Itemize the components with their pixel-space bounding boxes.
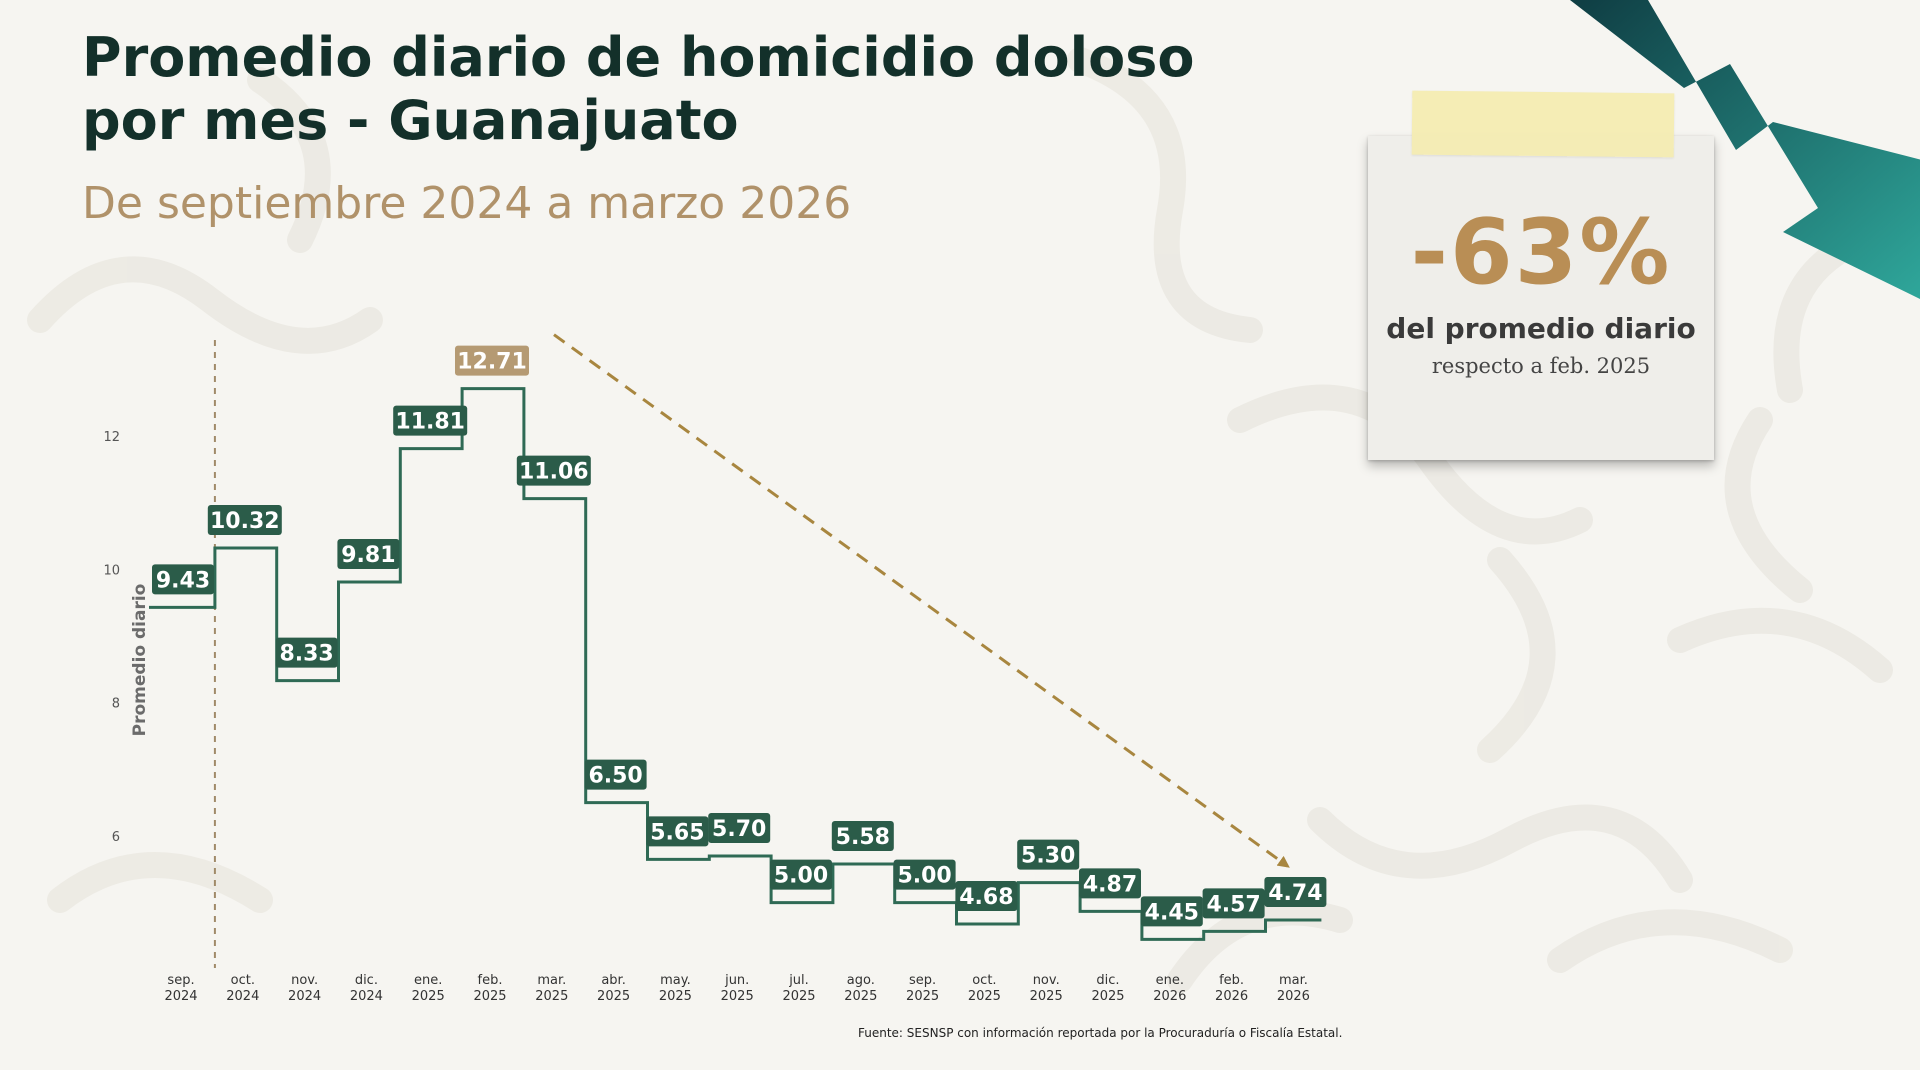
data-label: 12.71 — [455, 345, 529, 376]
data-label-text: 12.71 — [457, 350, 527, 375]
x-tick-label: oct. 2025 — [968, 973, 1001, 1004]
data-label-text: 4.87 — [1083, 872, 1137, 897]
data-label-text: 5.70 — [712, 817, 766, 842]
data-label-text: 4.68 — [959, 885, 1013, 910]
y-tick-label: 8 — [112, 697, 120, 712]
x-tick-label: may. 2025 — [659, 973, 692, 1004]
title-line-2: por mes - Guanajuato — [82, 89, 739, 152]
callout-text-main: del promedio diario — [1386, 312, 1696, 345]
data-label-box — [1017, 839, 1080, 870]
x-tick-label: jul. 2025 — [782, 973, 815, 1004]
data-label-box — [337, 539, 400, 569]
y-tick-label: 6 — [112, 830, 120, 845]
x-tick-label: sep. 2025 — [906, 973, 939, 1004]
data-label: 6.50 — [584, 759, 647, 790]
data-label-text: 5.00 — [774, 864, 828, 889]
data-label: 9.43 — [152, 564, 214, 595]
data-label: 4.74 — [1264, 877, 1327, 907]
data-label-text: 4.57 — [1206, 892, 1260, 917]
data-label: 4.57 — [1202, 888, 1265, 919]
series-step-line — [149, 387, 1322, 941]
x-tick-label: abr. 2025 — [597, 973, 630, 1004]
x-tick-label: mar. 2026 — [1277, 973, 1310, 1004]
data-label-box — [831, 821, 894, 851]
data-label-text: 5.30 — [1021, 844, 1075, 869]
data-label-text: 4.45 — [1145, 900, 1199, 925]
data-label-text: 5.58 — [836, 825, 890, 850]
data-label-box — [584, 759, 647, 790]
data-label-text: 11.06 — [519, 460, 589, 485]
data-label: 4.68 — [955, 881, 1018, 911]
data-label-text: 10.32 — [210, 509, 280, 534]
data-label-box — [1140, 896, 1203, 927]
x-tick-label: oct. 2024 — [226, 973, 259, 1004]
data-label-box — [770, 859, 832, 890]
data-label-box — [955, 881, 1018, 911]
data-label-text: 5.00 — [897, 864, 951, 889]
data-label: 11.81 — [393, 405, 468, 436]
data-label-text: 9.43 — [156, 568, 210, 593]
data-label-text: 4.74 — [1268, 881, 1322, 906]
data-label: 5.00 — [770, 859, 832, 890]
data-label-box — [893, 859, 956, 890]
data-label-box — [516, 455, 591, 486]
x-tick-label: ago. 2025 — [844, 973, 877, 1004]
data-label-box — [1202, 888, 1265, 919]
data-label-box — [1079, 868, 1141, 899]
down-arrow-icon — [1570, 0, 1920, 300]
data-label: 5.58 — [831, 821, 894, 851]
callout-percentage: -63% — [1410, 200, 1672, 305]
y-tick-label: 12 — [103, 430, 120, 445]
data-label-box — [207, 505, 282, 535]
data-label: 4.87 — [1079, 868, 1141, 899]
source-note: Fuente: SESNSP con información reportada… — [858, 1026, 1343, 1040]
data-label-box — [152, 564, 214, 595]
data-label-box — [275, 637, 338, 668]
data-label-box — [646, 816, 709, 847]
data-label-box — [455, 345, 529, 376]
data-label: 8.33 — [275, 637, 338, 668]
y-tick-label: 10 — [103, 563, 120, 578]
data-label-text: 9.81 — [341, 543, 395, 568]
data-label: 10.32 — [207, 505, 282, 535]
data-label: 4.45 — [1140, 896, 1203, 927]
x-tick-label: feb. 2026 — [1215, 973, 1248, 1004]
x-tick-label: ene. 2026 — [1153, 973, 1186, 1004]
x-tick-label: sep. 2024 — [164, 973, 197, 1004]
data-label-text: 5.65 — [650, 820, 704, 845]
data-label-text: 11.81 — [395, 410, 465, 435]
x-tick-label: nov. 2024 — [288, 973, 321, 1004]
data-label: 5.65 — [646, 816, 709, 847]
data-label-text: 6.50 — [588, 764, 642, 789]
x-tick-label: dic. 2025 — [1091, 973, 1124, 1004]
data-label: 9.81 — [337, 539, 400, 569]
callout-note — [1368, 136, 1714, 460]
x-tick-label: ene. 2025 — [412, 973, 445, 1004]
x-tick-label: nov. 2025 — [1030, 973, 1063, 1004]
x-tick-label: jun. 2025 — [721, 973, 754, 1004]
title-line-1: Promedio diario de homicidio doloso — [82, 26, 1195, 89]
data-label: 5.00 — [893, 859, 956, 890]
x-tick-label: feb. 2025 — [473, 973, 506, 1004]
data-label: 11.06 — [516, 455, 591, 486]
data-label-box — [1264, 877, 1327, 907]
trend-arrow — [553, 333, 1290, 868]
page-subtitle: De septiembre 2024 a marzo 2026 — [82, 178, 852, 229]
callout-text-sub: respecto a feb. 2025 — [1431, 354, 1651, 378]
x-tick-label: dic. 2024 — [350, 973, 383, 1004]
x-tick-label: mar. 2025 — [535, 973, 568, 1004]
page-title: Promedio diario de homicidio doloso por … — [82, 26, 1262, 152]
tape-decoration — [1411, 90, 1675, 158]
data-label-text: 8.33 — [279, 642, 333, 667]
data-label-box — [393, 405, 468, 436]
data-label: 5.30 — [1017, 839, 1080, 870]
data-label: 5.70 — [708, 813, 771, 843]
data-label-box — [708, 813, 771, 843]
